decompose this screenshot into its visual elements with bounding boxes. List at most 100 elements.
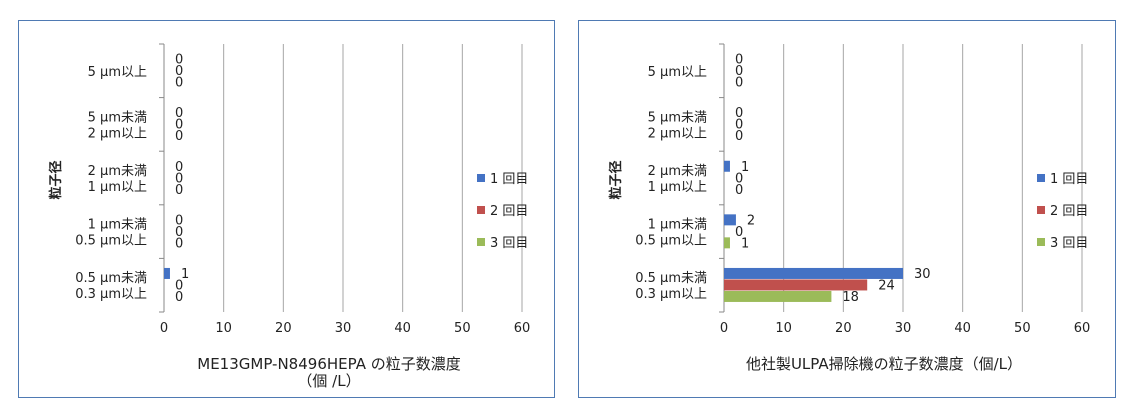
legend-swatch bbox=[1037, 238, 1045, 246]
x-tick-label: 10 bbox=[775, 321, 792, 336]
category-label: 2 μm未満 1 μm以上 bbox=[648, 164, 707, 195]
category-label-line: 2 μm未満 bbox=[648, 164, 707, 179]
data-label: 0 bbox=[735, 76, 743, 91]
data-label: 1 bbox=[741, 236, 749, 251]
data-label: 2 bbox=[747, 213, 755, 228]
category-label-line: 5 μm未満 bbox=[648, 110, 707, 125]
category-label: 5 μm未満 2 μm以上 bbox=[648, 110, 707, 141]
bar bbox=[724, 214, 736, 226]
data-label: 0 bbox=[735, 53, 743, 68]
data-label: 0 bbox=[175, 118, 183, 133]
legend-label: 1 回目 bbox=[490, 172, 528, 187]
chart-title: ME13GMP-N8496HEPA の粒子数濃度（個 /L） bbox=[197, 355, 460, 390]
chart-title-line: ME13GMP-N8496HEPA の粒子数濃度 bbox=[197, 355, 460, 373]
chart-panel-left: 0 10 20 30 40 50 60 5 μm以上 5 μm未満 2 μm以上 2 μm未満 1 μ… bbox=[18, 20, 555, 398]
y-axis-title: 粒子径 bbox=[608, 160, 624, 199]
category-label-line: 1 μm以上 bbox=[88, 180, 147, 195]
chart-title: 他社製ULPA掃除機の粒子数濃度（個/L） bbox=[746, 355, 1022, 373]
data-label: 0 bbox=[175, 183, 183, 198]
data-label: 0 bbox=[175, 53, 183, 68]
x-tick-label: 40 bbox=[954, 321, 971, 336]
bar bbox=[724, 279, 868, 291]
bar bbox=[164, 267, 170, 279]
legend-swatch bbox=[1037, 206, 1045, 214]
category-label-line: 5 μm未満 bbox=[88, 110, 147, 125]
category-label-line: 0.5 μm以上 bbox=[635, 234, 707, 249]
data-label: 0 bbox=[735, 171, 743, 186]
chart-panel-right: 0 10 20 30 40 50 60 5 μm以上 5 μm未満 2 μm以上 2 μm未満 1 μ… bbox=[578, 20, 1116, 398]
x-tick-label: 60 bbox=[1074, 321, 1091, 336]
legend-label: 1 回目 bbox=[1050, 172, 1088, 187]
category-label-line: 0.5 μm未満 bbox=[635, 271, 707, 286]
data-label: 0 bbox=[735, 64, 743, 79]
category-label-line: 2 μm以上 bbox=[648, 126, 707, 141]
x-tick-label: 30 bbox=[335, 321, 352, 336]
bar bbox=[724, 267, 903, 279]
category-label-line: 1 μm以上 bbox=[648, 180, 707, 195]
data-label: 0 bbox=[175, 213, 183, 228]
data-label: 24 bbox=[878, 278, 895, 293]
x-tick-label: 50 bbox=[1014, 321, 1031, 336]
chart-title-line: （個 /L） bbox=[297, 372, 360, 390]
x-tick-label: 20 bbox=[275, 321, 292, 336]
bar bbox=[724, 290, 832, 302]
category-label-line: 2 μm未満 bbox=[88, 164, 147, 179]
data-label: 1 bbox=[181, 267, 189, 282]
x-tick-label: 40 bbox=[394, 321, 411, 336]
legend-label: 3 回目 bbox=[1050, 236, 1088, 251]
data-label: 0 bbox=[735, 183, 743, 198]
chart-title-line: 他社製ULPA掃除機の粒子数濃度（個/L） bbox=[746, 355, 1022, 373]
legend-swatch bbox=[477, 238, 485, 246]
x-tick-label: 0 bbox=[720, 321, 728, 336]
category-label-line: 0.5 μm以上 bbox=[75, 234, 147, 249]
category-label: 2 μm未満 1 μm以上 bbox=[88, 164, 147, 195]
data-label: 0 bbox=[175, 225, 183, 240]
legend-swatch bbox=[1037, 174, 1045, 182]
data-label: 0 bbox=[175, 236, 183, 251]
category-label-line: 5 μm以上 bbox=[648, 65, 707, 80]
data-label: 0 bbox=[175, 129, 183, 144]
bar bbox=[724, 160, 730, 172]
y-axis-title: 粒子径 bbox=[48, 160, 64, 199]
category-label-line: 0.3 μm以上 bbox=[635, 287, 707, 302]
data-label: 0 bbox=[735, 106, 743, 121]
data-label: 0 bbox=[175, 160, 183, 175]
category-label: 1 μm未満 0.5 μm以上 bbox=[635, 218, 707, 249]
category-label-line: 1 μm未満 bbox=[88, 218, 147, 233]
legend-swatch bbox=[477, 174, 485, 182]
x-tick-label: 10 bbox=[215, 321, 232, 336]
data-label: 0 bbox=[175, 106, 183, 121]
category-label-line: 1 μm未満 bbox=[648, 218, 707, 233]
category-label-line: 0.5 μm未満 bbox=[75, 271, 147, 286]
category-label: 0.5 μm未満 0.3 μm以上 bbox=[635, 271, 707, 302]
data-label: 0 bbox=[735, 129, 743, 144]
category-label: 1 μm未満 0.5 μm以上 bbox=[75, 218, 147, 249]
data-label: 0 bbox=[175, 76, 183, 91]
x-tick-label: 0 bbox=[160, 321, 168, 336]
category-label: 5 μm未満 2 μm以上 bbox=[88, 110, 147, 141]
category-label: 5 μm以上 bbox=[648, 65, 707, 80]
data-label: 0 bbox=[175, 290, 183, 305]
data-label: 0 bbox=[175, 278, 183, 293]
legend-label: 2 回目 bbox=[1050, 204, 1088, 219]
x-tick-label: 60 bbox=[514, 321, 531, 336]
data-label: 0 bbox=[735, 225, 743, 240]
category-label-line: 5 μm以上 bbox=[88, 65, 147, 80]
category-label-line: 2 μm以上 bbox=[88, 126, 147, 141]
data-label: 0 bbox=[175, 64, 183, 79]
data-label: 0 bbox=[735, 118, 743, 133]
x-tick-label: 20 bbox=[835, 321, 852, 336]
legend-swatch bbox=[477, 206, 485, 214]
data-label: 30 bbox=[914, 267, 931, 282]
legend-label: 3 回目 bbox=[490, 236, 528, 251]
data-label: 1 bbox=[741, 160, 749, 175]
x-tick-label: 30 bbox=[895, 321, 912, 336]
category-label: 5 μm以上 bbox=[88, 65, 147, 80]
data-label: 18 bbox=[842, 290, 859, 305]
x-tick-label: 50 bbox=[454, 321, 471, 336]
category-label-line: 0.3 μm以上 bbox=[75, 287, 147, 302]
category-label: 0.5 μm未満 0.3 μm以上 bbox=[75, 271, 147, 302]
data-label: 0 bbox=[175, 171, 183, 186]
